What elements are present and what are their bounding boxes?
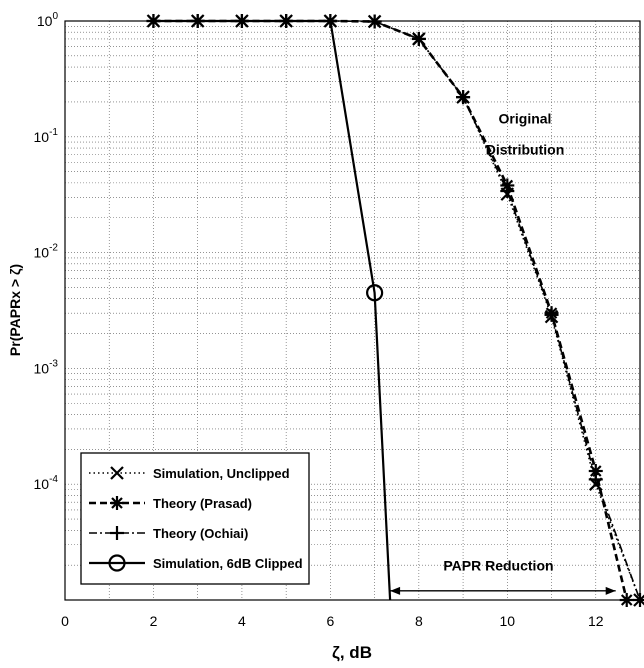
- legend-label: Simulation, Unclipped: [153, 466, 290, 481]
- y-tick-base: 10: [34, 129, 50, 145]
- y-axis-label: Pr(PAPRx > ζ): [7, 264, 23, 356]
- x-tick-labels: 0 2 4 6 8 10 12: [61, 613, 604, 629]
- y-tick-base: 10: [37, 13, 53, 29]
- x-tick-label: 10: [500, 613, 516, 629]
- legend-entry: Theory (Ochiai): [89, 526, 248, 541]
- marker-plus: [588, 472, 603, 487]
- x-tick-label: 2: [150, 613, 158, 629]
- marker-stroke: [110, 466, 124, 480]
- y-tick-base: 10: [34, 476, 50, 492]
- legend: Simulation, Unclipped Theory (Prasad) Theo…: [80, 452, 310, 585]
- marker-plus: [110, 526, 124, 540]
- x-tick-label: 0: [61, 613, 69, 629]
- marker-stroke: [589, 465, 602, 477]
- marker-ring: [108, 554, 126, 572]
- plot-frame: [64, 20, 641, 601]
- y-tick-exponent: -2: [49, 243, 58, 254]
- y-tick-label: 10-1: [34, 127, 59, 145]
- x-tick-label: 4: [238, 613, 246, 629]
- legend-label: Theory (Prasad): [153, 496, 252, 511]
- marker-circle: [366, 284, 384, 302]
- marker-circle: [108, 554, 126, 572]
- y-tick-label: 10-2: [34, 243, 59, 261]
- y-tick-label: 100: [37, 11, 59, 29]
- x-tick-label: 12: [588, 613, 604, 629]
- y-tick-base: 10: [34, 245, 50, 261]
- marker-asterisk: [110, 496, 124, 510]
- legend-entry: Simulation, Unclipped: [89, 466, 290, 481]
- marker-ring: [366, 284, 384, 302]
- x-tick-label: 6: [326, 613, 334, 629]
- y-tick-label: 10-3: [34, 358, 59, 376]
- annotations: Original Distribution PAPR Reduction: [390, 111, 616, 595]
- y-tick-exponent: -4: [49, 474, 58, 485]
- legend-entry: Theory (Prasad): [89, 496, 252, 511]
- x-tick-label: 8: [415, 613, 423, 629]
- marker-plus: [500, 184, 515, 199]
- y-tick-exponent: -3: [49, 358, 58, 369]
- grid: [65, 21, 640, 601]
- legend-entry: Simulation, 6dB Clipped: [89, 554, 303, 572]
- y-tick-exponent: 0: [52, 11, 58, 22]
- annotation: Original: [499, 111, 552, 127]
- y-tick-exponent: -1: [49, 127, 58, 138]
- legend-label: Simulation, 6dB Clipped: [153, 556, 303, 571]
- annotation: PAPR Reduction: [443, 557, 553, 573]
- arrow-head-left: [390, 586, 401, 595]
- arrow-head-right: [605, 586, 616, 595]
- y-tick-base: 10: [34, 360, 50, 376]
- marker-plus: [411, 31, 426, 46]
- annotation: Distribution: [486, 142, 565, 158]
- marker-stroke: [111, 497, 123, 509]
- x-axis-label: ζ, dB: [332, 643, 372, 662]
- marker-plus: [544, 307, 559, 322]
- y-tick-label: 10-4: [34, 474, 59, 492]
- marker-x: [110, 466, 124, 480]
- legend-label: Theory (Ochiai): [153, 526, 248, 541]
- marker-plus: [456, 90, 471, 105]
